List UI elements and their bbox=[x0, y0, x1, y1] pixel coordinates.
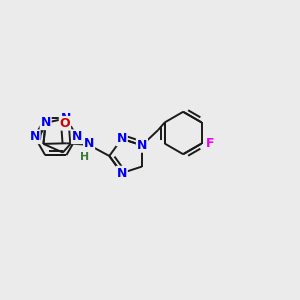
Text: O: O bbox=[60, 117, 70, 130]
Text: F: F bbox=[206, 137, 214, 150]
Text: N: N bbox=[72, 130, 82, 143]
Text: N: N bbox=[117, 132, 127, 145]
Text: N: N bbox=[61, 112, 72, 125]
Text: N: N bbox=[137, 139, 147, 152]
Text: N: N bbox=[117, 167, 127, 180]
Text: N: N bbox=[84, 137, 94, 150]
Text: H: H bbox=[80, 152, 89, 162]
Text: N: N bbox=[29, 130, 40, 143]
Text: N: N bbox=[40, 116, 51, 129]
